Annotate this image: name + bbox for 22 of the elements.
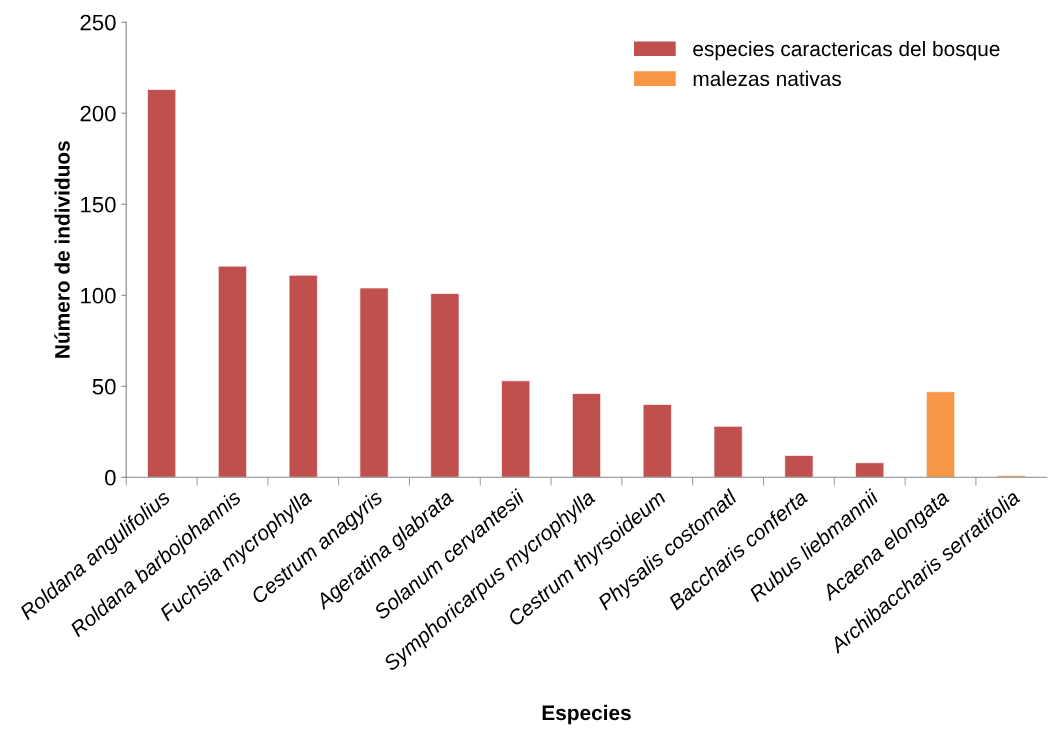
bar xyxy=(430,293,460,478)
bar xyxy=(217,265,247,478)
bar xyxy=(784,455,814,478)
y-tick-label: 100 xyxy=(81,287,116,304)
bar xyxy=(855,462,885,478)
legend-label: malezas nativas xyxy=(693,70,841,87)
x-axis-title: Especies xyxy=(542,704,631,725)
bar xyxy=(926,391,956,478)
bar xyxy=(642,404,672,478)
y-tick-label: 200 xyxy=(80,105,116,122)
bar xyxy=(501,380,531,478)
y-tick-label: 50 xyxy=(92,378,116,395)
bar xyxy=(713,425,743,478)
y-axis-title: Número de individuos xyxy=(54,141,70,358)
y-tick-label: 150 xyxy=(81,196,116,213)
bar xyxy=(288,274,318,478)
y-tick-label: 250 xyxy=(80,14,116,31)
bar xyxy=(147,89,177,478)
bar xyxy=(359,287,389,478)
bar xyxy=(571,393,601,478)
y-tick-label: 0 xyxy=(105,469,116,486)
legend-label: especies caractericas del bosque xyxy=(693,40,1000,61)
